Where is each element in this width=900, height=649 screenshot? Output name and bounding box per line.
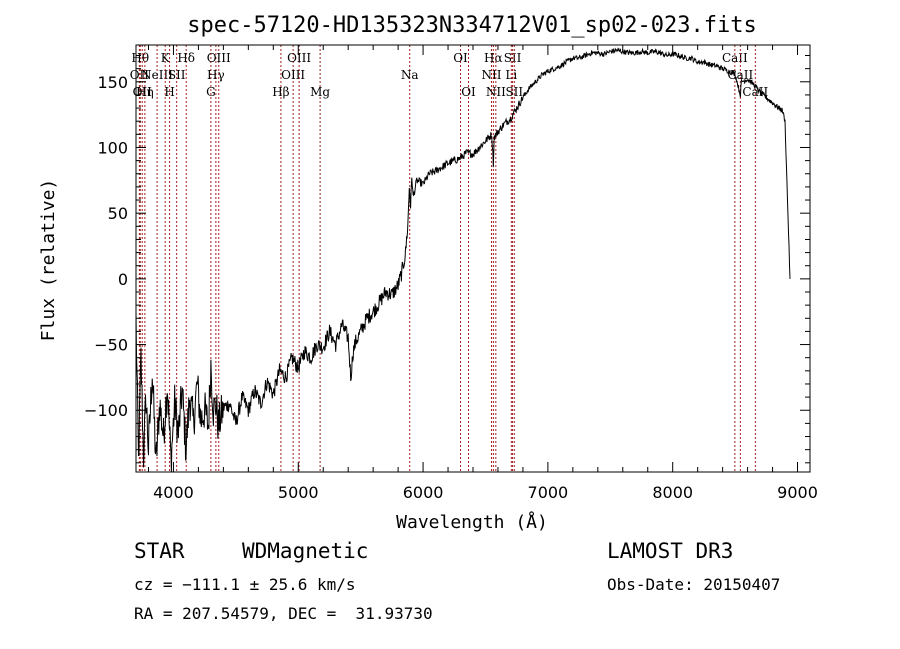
x-tick-label: 8000 [652, 483, 693, 502]
x-axis-label: Wavelength (Å) [396, 511, 548, 533]
marker-label-11: OIII [207, 51, 231, 65]
x-tick-label: 7000 [528, 483, 569, 502]
marker-label-1: Hθ [131, 51, 149, 65]
marker-label-23: SII [504, 51, 522, 65]
spectral-line-markers: OIIHθOIIHηNeIIIKHSIIHδGHγOIIIHβOIIIOIIIM… [130, 45, 768, 472]
marker-label-25: CaII [722, 51, 748, 65]
axes: 4000 5000 6000 7000 8000 9000 −100 −50 0 50 100 150 [84, 45, 818, 502]
marker-label-24: SII [505, 85, 523, 99]
marker-label-16: Na [401, 68, 419, 82]
object-subclass: WDMagnetic [242, 539, 369, 563]
y-tick-label: 150 [97, 73, 128, 92]
object-class: STAR [134, 539, 185, 563]
survey-name: LAMOST DR3 [607, 539, 734, 563]
marker-label-18: OI [461, 85, 476, 99]
marker-label-12: Hβ [272, 85, 289, 99]
y-axis-label: Flux (relative) [38, 179, 59, 342]
marker-label-15: Mg [310, 85, 330, 99]
x-tick-label: 4000 [153, 483, 194, 502]
marker-label-22: Li [505, 68, 517, 82]
x-tick-label: 9000 [777, 483, 818, 502]
y-tick-label: 100 [97, 138, 128, 157]
marker-label-2: OII [133, 85, 153, 99]
x-tick-label: 6000 [403, 483, 444, 502]
marker-label-19: NII [481, 68, 501, 82]
y-tick-label: −50 [94, 336, 128, 355]
marker-label-3: Hη [136, 85, 154, 99]
spectrum-series [135, 47, 791, 473]
plot-frame [135, 44, 811, 473]
y-tick-label: 0 [118, 270, 128, 289]
marker-label-9: G [206, 85, 216, 99]
marker-label-20: Hα [484, 51, 503, 65]
spectrum-line [135, 47, 791, 473]
marker-label-8: Hδ [177, 51, 195, 65]
marker-label-13: OIII [281, 68, 305, 82]
coordinates-readout: RA = 207.54579, DEC = 31.93730 [134, 604, 433, 623]
marker-label-7: SII [168, 68, 186, 82]
observation-date: Obs-Date: 20150407 [607, 575, 781, 594]
chart-title: spec-57120-HD135323N334712V01_sp02-023.f… [187, 13, 757, 38]
redshift-readout: cz = −111.1 ± 25.6 km/s [134, 575, 356, 594]
marker-label-10: Hγ [207, 68, 225, 82]
marker-label-21: NII [486, 85, 506, 99]
marker-label-5: K [161, 51, 171, 65]
x-tick-label: 5000 [278, 483, 319, 502]
y-tick-label: −100 [84, 401, 128, 420]
marker-label-14: OIII [287, 51, 311, 65]
marker-label-17: OI [453, 51, 468, 65]
y-tick-label: 50 [108, 204, 128, 223]
marker-label-6: H [164, 85, 174, 99]
